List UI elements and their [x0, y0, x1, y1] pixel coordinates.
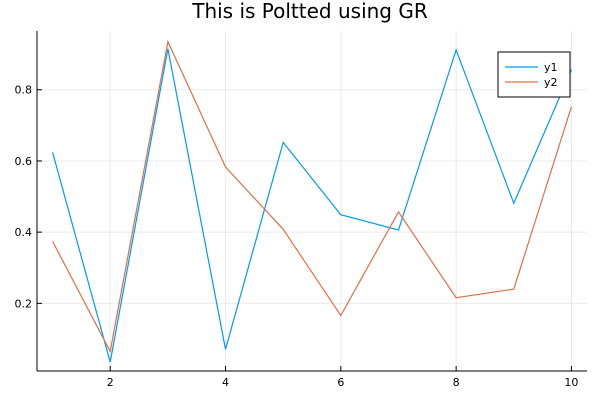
legend-box: [497, 51, 571, 98]
chart-title: This is Poltted using GR: [191, 0, 428, 23]
y-tick-label: 0.2: [15, 297, 33, 310]
x-tick-label: 8: [453, 376, 460, 389]
y-tick-label: 0.8: [15, 84, 33, 97]
x-tick-label: 2: [107, 376, 114, 389]
x-tick-label: 4: [222, 376, 229, 389]
legend-label-y1: y1: [544, 61, 558, 74]
y-tick-label: 0.6: [15, 155, 33, 168]
x-tick-label: 10: [564, 376, 578, 389]
ticks: 2 4 6 8 10 0.2 0.4 0.6 0.8: [15, 84, 579, 389]
legend-label-y2: y2: [544, 76, 558, 89]
series: [52, 39, 572, 363]
x-tick-label: 6: [337, 376, 344, 389]
grid: [37, 31, 587, 371]
axes: [36, 31, 587, 372]
series-line-y2: [52, 39, 572, 354]
y-tick-label: 0.4: [15, 226, 33, 239]
series-line-y1: [52, 48, 572, 363]
